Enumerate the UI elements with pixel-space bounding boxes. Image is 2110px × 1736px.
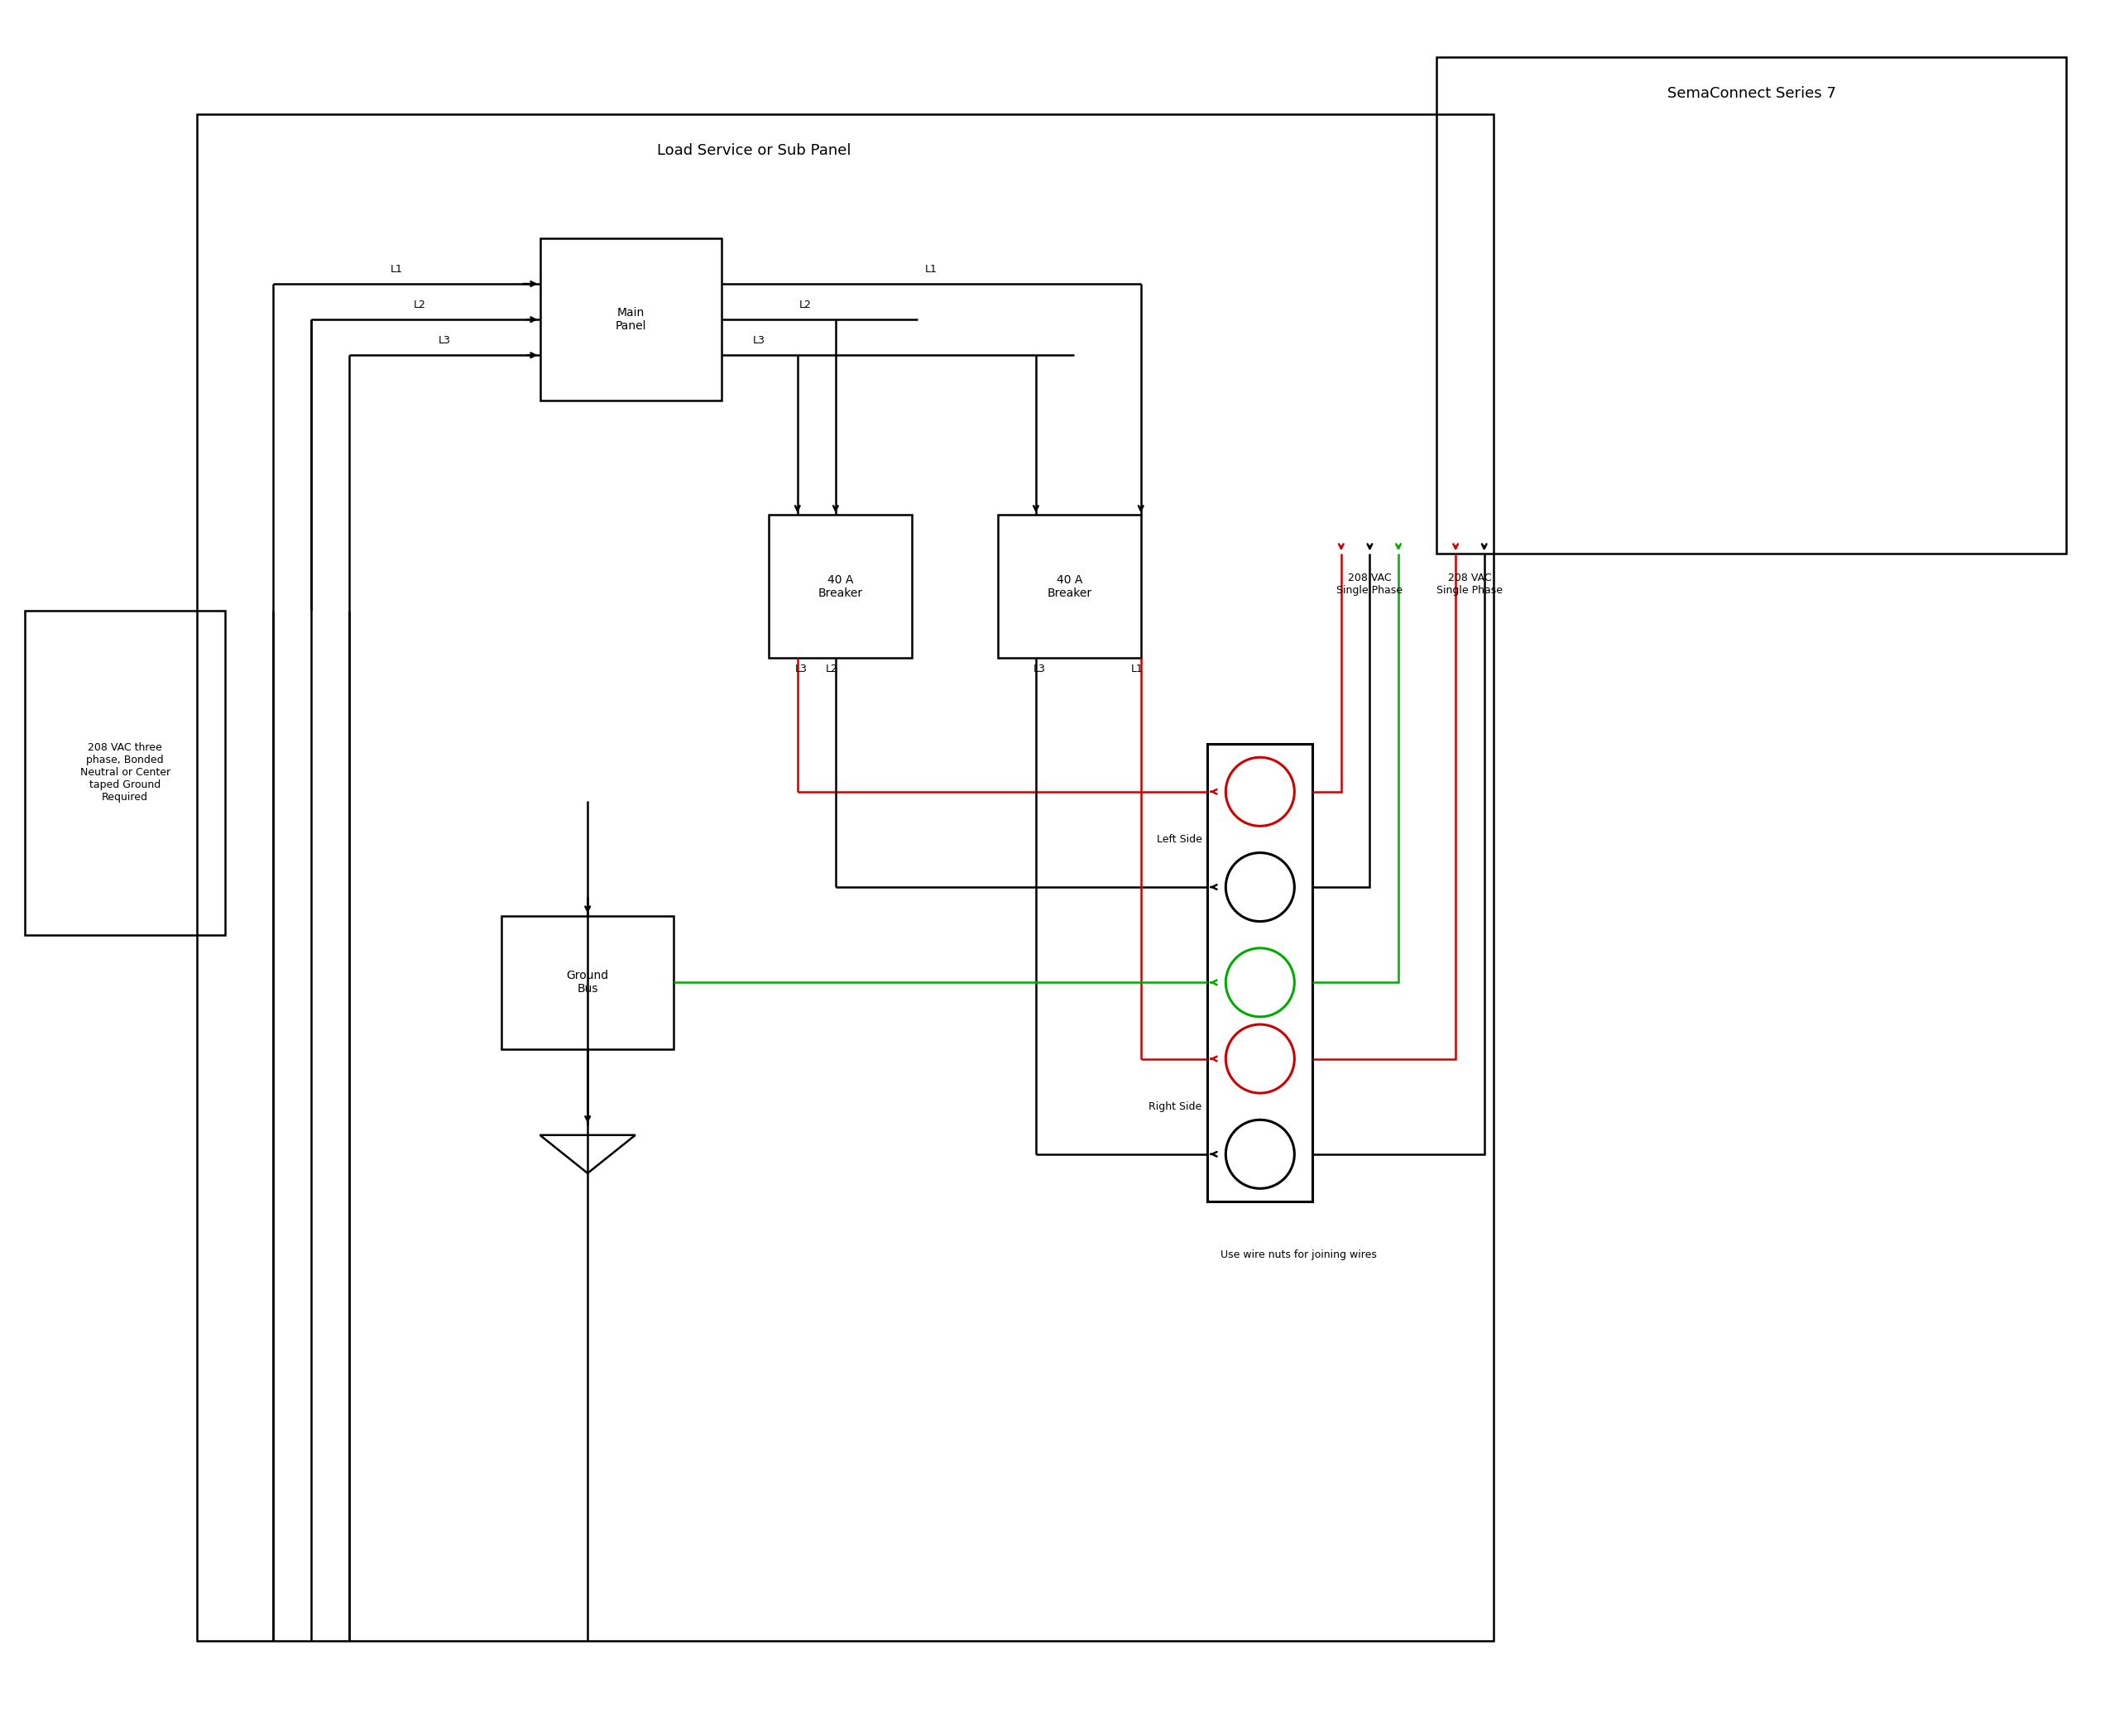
Text: L3: L3 bbox=[1034, 663, 1047, 675]
Text: Use wire nuts for joining wires: Use wire nuts for joining wires bbox=[1220, 1250, 1376, 1260]
Text: 208 VAC
Single Phase: 208 VAC Single Phase bbox=[1437, 573, 1502, 595]
Text: Left Side: Left Side bbox=[1156, 833, 1203, 845]
Text: Main
Panel: Main Panel bbox=[614, 307, 646, 332]
Bar bbox=[1437, 57, 2066, 554]
Text: 208 VAC three
phase, Bonded
Neutral or Center
taped Ground
Required: 208 VAC three phase, Bonded Neutral or C… bbox=[80, 743, 171, 802]
Bar bbox=[25, 611, 226, 934]
Text: L1: L1 bbox=[1131, 663, 1144, 675]
Text: Right Side: Right Side bbox=[1148, 1101, 1203, 1111]
Text: SemaConnect Series 7: SemaConnect Series 7 bbox=[1667, 85, 1836, 101]
Bar bbox=[196, 115, 1494, 1641]
Text: Load Service or Sub Panel: Load Service or Sub Panel bbox=[658, 142, 850, 158]
Text: L2: L2 bbox=[825, 663, 838, 675]
Text: 40 A
Breaker: 40 A Breaker bbox=[819, 575, 863, 599]
Text: L2: L2 bbox=[414, 299, 426, 311]
Text: L1: L1 bbox=[924, 264, 937, 274]
Text: L3: L3 bbox=[795, 663, 808, 675]
Bar bbox=[502, 915, 673, 1049]
Text: L2: L2 bbox=[800, 299, 810, 311]
Text: 208 VAC
Single Phase: 208 VAC Single Phase bbox=[1336, 573, 1403, 595]
Bar bbox=[998, 516, 1142, 658]
Text: L1: L1 bbox=[390, 264, 403, 274]
Text: L3: L3 bbox=[753, 335, 766, 345]
Bar bbox=[768, 516, 912, 658]
Text: Ground
Bus: Ground Bus bbox=[565, 970, 610, 995]
Bar bbox=[540, 238, 722, 401]
Text: 40 A
Breaker: 40 A Breaker bbox=[1047, 575, 1091, 599]
Text: L3: L3 bbox=[439, 335, 452, 345]
Bar bbox=[1207, 745, 1312, 1201]
